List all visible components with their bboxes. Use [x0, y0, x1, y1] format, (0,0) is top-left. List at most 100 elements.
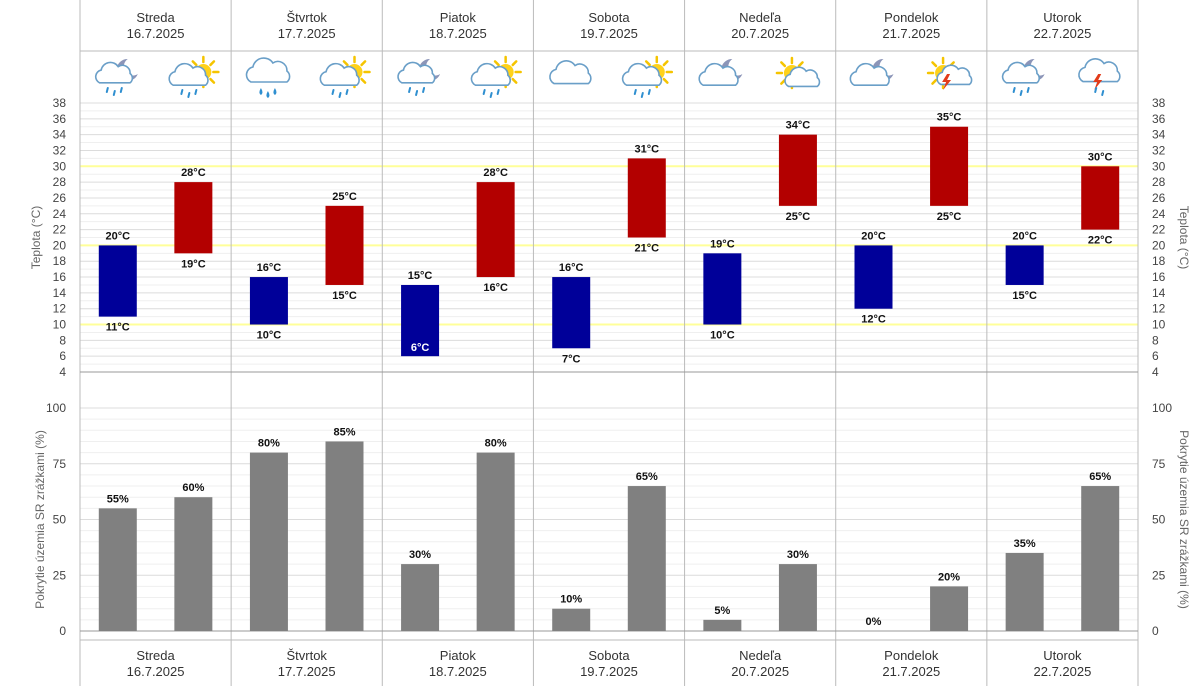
- precip-bar-night: [703, 619, 742, 631]
- temp-max-label: 25°C: [332, 191, 357, 203]
- temp-min-label: 15°C: [332, 290, 357, 302]
- precip-bar-night: [98, 508, 137, 631]
- partly-sunny-icon: [775, 56, 821, 90]
- cloud-shape: [168, 62, 209, 87]
- temp-max-label: 30°C: [1088, 151, 1113, 163]
- temp-min-label: 25°C: [937, 211, 962, 223]
- sunny-storm-icon: [926, 56, 973, 90]
- precip-bar-night: [249, 452, 288, 631]
- precip-label: 55%: [107, 493, 129, 505]
- sun-ray: [662, 60, 669, 67]
- partly-sunny-showers-icon: [470, 55, 522, 98]
- temp-tick-right: 14: [1152, 286, 1166, 300]
- precip-label: 65%: [636, 471, 658, 483]
- footer-day-date: 18.7.2025: [429, 664, 487, 679]
- temp-tick-right: 18: [1152, 254, 1166, 268]
- rain-drop: [422, 87, 426, 93]
- precip-bar-day: [627, 486, 666, 631]
- precip-tick-left: 25: [53, 568, 67, 582]
- temp-tick-right: 30: [1152, 159, 1166, 173]
- sun-ray: [931, 78, 938, 85]
- temp-bar-day: [476, 182, 515, 278]
- cloud-outline: [621, 62, 663, 87]
- header-day-date: 21.7.2025: [882, 26, 940, 41]
- sun-ray: [493, 60, 500, 67]
- rain-drop: [112, 90, 116, 96]
- temp-max-label: 15°C: [408, 270, 433, 282]
- temp-tick-right: 36: [1152, 112, 1166, 126]
- precip-label: 20%: [938, 571, 960, 583]
- temp-tick-right: 34: [1152, 128, 1166, 142]
- temp-tick-right: 4: [1152, 365, 1159, 379]
- footer-day-date: 17.7.2025: [278, 664, 336, 679]
- temp-tick-left: 20: [53, 238, 67, 252]
- temp-tick-left: 30: [53, 159, 67, 173]
- rain-drop: [194, 89, 198, 95]
- temp-min-label: 25°C: [786, 211, 811, 223]
- rain-drop: [331, 89, 335, 95]
- footer-day-name: Piatok: [440, 648, 477, 663]
- temp-min-label: 16°C: [483, 282, 508, 294]
- cloud-shape: [698, 62, 739, 87]
- temp-tick-left: 26: [53, 191, 67, 205]
- temp-max-label: 31°C: [634, 143, 659, 155]
- cloud-outline: [94, 61, 134, 84]
- footer-day-name: Sobota: [588, 648, 630, 663]
- night-cloudy-icon: [849, 58, 894, 87]
- precip-label: 30%: [787, 549, 809, 561]
- precip-bar-day: [174, 497, 213, 631]
- precip-bar-day: [930, 586, 969, 631]
- header-day-date: 18.7.2025: [429, 26, 487, 41]
- temp-axis-title-right: Teplota (°C): [1177, 206, 1191, 270]
- rain-drop: [415, 90, 419, 96]
- precip-tick-right: 0: [1152, 624, 1159, 638]
- precip-tick-right: 50: [1152, 513, 1166, 527]
- rain-drop: [187, 92, 191, 98]
- temp-tick-left: 28: [53, 175, 67, 189]
- header-day-name: Pondelok: [884, 10, 939, 25]
- precip-bar-day: [476, 452, 515, 631]
- temp-tick-right: 8: [1152, 333, 1159, 347]
- footer-day-date: 21.7.2025: [882, 664, 940, 679]
- cloud-shape: [245, 57, 291, 83]
- header-day-name: Nedeľa: [739, 10, 782, 25]
- precip-label: 5%: [714, 605, 730, 617]
- precip-bar-day: [325, 441, 364, 631]
- temp-bar-night: [401, 284, 440, 357]
- header-day-date: 22.7.2025: [1034, 26, 1092, 41]
- temp-min-label: 10°C: [710, 330, 735, 342]
- temp-tick-right: 16: [1152, 270, 1166, 284]
- cloudy-icon: [549, 60, 592, 85]
- temp-tick-left: 36: [53, 112, 67, 126]
- rain-drop: [338, 92, 342, 98]
- rain-drop: [1094, 87, 1098, 93]
- temp-tick-left: 32: [53, 143, 67, 157]
- temp-tick-left: 16: [53, 270, 67, 284]
- precip-bar-night: [401, 564, 440, 631]
- footer-day-date: 22.7.2025: [1034, 664, 1092, 679]
- precip-bar-night: [552, 608, 591, 631]
- partly-sunny-showers-icon: [621, 55, 674, 98]
- temp-tick-left: 10: [53, 318, 67, 332]
- temp-tick-right: 10: [1152, 318, 1166, 332]
- temp-tick-left: 14: [53, 286, 67, 300]
- sun-ray: [644, 60, 651, 67]
- rain-drop: [640, 92, 644, 98]
- cloud-shape: [784, 66, 821, 88]
- temp-max-label: 34°C: [786, 120, 811, 132]
- cloud-shape: [94, 61, 134, 84]
- precip-label: 10%: [560, 594, 582, 606]
- temp-max-label: 28°C: [181, 167, 206, 179]
- sun-ray: [780, 61, 787, 68]
- temp-bar-night: [249, 277, 288, 325]
- cloud-shape: [470, 62, 512, 87]
- rain-drop: [1019, 90, 1023, 96]
- temp-tick-right: 22: [1152, 223, 1166, 237]
- temp-max-label: 20°C: [105, 230, 130, 242]
- night-partly-cloudy-showers-icon: [94, 58, 138, 96]
- temp-tick-left: 24: [53, 207, 67, 221]
- temp-max-label: 19°C: [710, 238, 735, 250]
- cloud-shape: [319, 62, 360, 87]
- thunderstorm-rain-icon: [1078, 58, 1121, 96]
